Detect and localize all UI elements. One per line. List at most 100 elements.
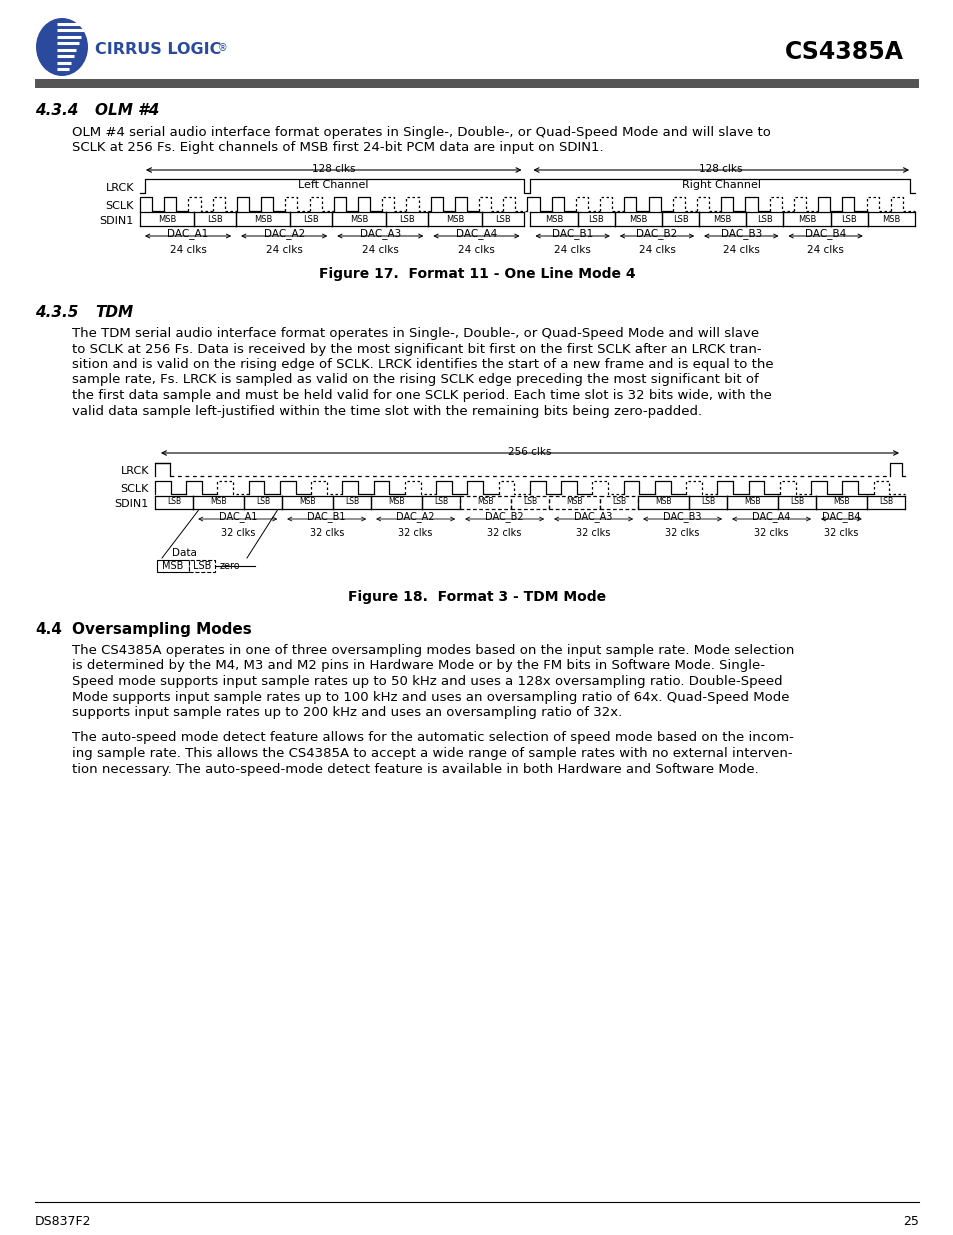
Text: 25: 25	[902, 1215, 918, 1228]
Text: DAC_B2: DAC_B2	[636, 228, 677, 238]
Text: 32 clks: 32 clks	[309, 529, 343, 538]
Text: is determined by the M4, M3 and M2 pins in Hardware Mode or by the FM bits in So: is determined by the M4, M3 and M2 pins …	[71, 659, 764, 673]
Text: MSB: MSB	[476, 498, 494, 506]
Text: 24 clks: 24 clks	[457, 245, 495, 254]
Text: Speed mode supports input sample rates up to 50 kHz and uses a 128x oversampling: Speed mode supports input sample rates u…	[71, 676, 781, 688]
Text: DAC_A1: DAC_A1	[218, 511, 256, 522]
Text: LSB: LSB	[207, 215, 223, 224]
Text: MSB: MSB	[299, 498, 315, 506]
Text: DAC_A4: DAC_A4	[456, 228, 497, 238]
Text: LSB: LSB	[193, 561, 211, 571]
Text: 32 clks: 32 clks	[220, 529, 254, 538]
Text: DAC_A3: DAC_A3	[359, 228, 400, 238]
Text: DAC_B2: DAC_B2	[485, 511, 523, 522]
Text: valid data sample left-justified within the time slot with the remaining bits be: valid data sample left-justified within …	[71, 405, 701, 417]
Text: DS837F2: DS837F2	[35, 1215, 91, 1228]
Text: LSB: LSB	[495, 215, 511, 224]
Text: DAC_B1: DAC_B1	[307, 511, 346, 522]
Text: MSB: MSB	[544, 215, 562, 224]
Text: 256 clks: 256 clks	[508, 447, 551, 457]
Text: Left Channel: Left Channel	[298, 180, 369, 190]
Text: tion necessary. The auto-speed-mode detect feature is available in both Hardware: tion necessary. The auto-speed-mode dete…	[71, 762, 758, 776]
Text: TDM: TDM	[95, 305, 133, 320]
Text: 4.3.5: 4.3.5	[35, 305, 78, 320]
Text: MSB: MSB	[832, 498, 849, 506]
Text: 32 clks: 32 clks	[398, 529, 433, 538]
Text: LSB: LSB	[700, 498, 714, 506]
Text: MSB: MSB	[566, 498, 582, 506]
Text: sition and is valid on the rising edge of SCLK. LRCK identifies the start of a n: sition and is valid on the rising edge o…	[71, 358, 773, 370]
Text: 4.4: 4.4	[35, 622, 62, 637]
Text: 24 clks: 24 clks	[806, 245, 843, 254]
Text: LSB: LSB	[841, 215, 856, 224]
Text: 32 clks: 32 clks	[487, 529, 521, 538]
Text: supports input sample rates up to 200 kHz and uses an oversampling ratio of 32x.: supports input sample rates up to 200 kH…	[71, 706, 621, 719]
Text: 32 clks: 32 clks	[823, 529, 858, 538]
Text: ®: ®	[218, 43, 228, 53]
Text: MSB: MSB	[713, 215, 731, 224]
Text: 4.3.4: 4.3.4	[35, 103, 78, 119]
Text: zero: zero	[220, 561, 240, 571]
Text: 32 clks: 32 clks	[576, 529, 610, 538]
Text: CIRRUS LOGIC: CIRRUS LOGIC	[95, 42, 221, 58]
Text: Figure 17.  Format 11 - One Line Mode 4: Figure 17. Format 11 - One Line Mode 4	[318, 267, 635, 282]
Text: 32 clks: 32 clks	[754, 529, 788, 538]
Text: DAC_B1: DAC_B1	[552, 228, 593, 238]
Text: CS4385A: CS4385A	[784, 40, 903, 64]
Text: LSB: LSB	[303, 215, 318, 224]
Text: DAC_A2: DAC_A2	[263, 228, 305, 238]
Text: OLM #4: OLM #4	[95, 103, 159, 119]
Text: Mode supports input sample rates up to 100 kHz and uses an oversampling ratio of: Mode supports input sample rates up to 1…	[71, 690, 789, 704]
Text: ing sample rate. This allows the CS4385A to accept a wide range of sample rates : ing sample rate. This allows the CS4385A…	[71, 747, 792, 760]
Text: MSB: MSB	[882, 215, 900, 224]
Text: LSB: LSB	[789, 498, 803, 506]
Text: MSB: MSB	[655, 498, 671, 506]
Text: LSB: LSB	[434, 498, 448, 506]
Text: LRCK: LRCK	[106, 183, 133, 193]
Text: DAC_A3: DAC_A3	[574, 511, 612, 522]
Text: The CS4385A operates in one of three oversampling modes based on the input sampl: The CS4385A operates in one of three ove…	[71, 643, 794, 657]
Text: 128 clks: 128 clks	[312, 164, 355, 174]
Text: MSB: MSB	[629, 215, 647, 224]
Text: LSB: LSB	[878, 498, 892, 506]
Text: to SCLK at 256 Fs. Data is received by the most significant bit first on the fir: to SCLK at 256 Fs. Data is received by t…	[71, 342, 760, 356]
Text: 24 clks: 24 clks	[554, 245, 591, 254]
Text: MSB: MSB	[350, 215, 368, 224]
Text: MSB: MSB	[388, 498, 404, 506]
Text: SCLK: SCLK	[120, 484, 149, 494]
Text: SDIN1: SDIN1	[114, 499, 149, 509]
Text: SDIN1: SDIN1	[100, 216, 133, 226]
Text: LSB: LSB	[588, 215, 603, 224]
Text: 24 clks: 24 clks	[170, 245, 206, 254]
Text: LSB: LSB	[255, 498, 270, 506]
Text: DAC_B4: DAC_B4	[821, 511, 860, 522]
Text: 128 clks: 128 clks	[699, 164, 742, 174]
Text: DAC_B3: DAC_B3	[720, 228, 761, 238]
Text: Right Channel: Right Channel	[681, 180, 760, 190]
Bar	[157, 559, 189, 572]
Text: DAC_B3: DAC_B3	[662, 511, 701, 522]
Text: LSB: LSB	[167, 498, 181, 506]
Text: MSB: MSB	[157, 215, 176, 224]
Text: LSB: LSB	[611, 498, 625, 506]
Text: MSB: MSB	[162, 561, 184, 571]
Text: Data: Data	[172, 548, 196, 558]
Text: The TDM serial audio interface format operates in Single-, Double-, or Quad-Spee: The TDM serial audio interface format op…	[71, 327, 759, 340]
Text: LSB: LSB	[345, 498, 358, 506]
Text: LSB: LSB	[522, 498, 537, 506]
Text: LSB: LSB	[757, 215, 772, 224]
Text: MSB: MSB	[743, 498, 760, 506]
Bar	[35, 79, 918, 88]
Text: LSB: LSB	[672, 215, 688, 224]
Text: MSB: MSB	[446, 215, 464, 224]
Text: MSB: MSB	[211, 498, 227, 506]
Text: 32 clks: 32 clks	[664, 529, 700, 538]
Text: Oversampling Modes: Oversampling Modes	[71, 622, 252, 637]
Text: Figure 18.  Format 3 - TDM Mode: Figure 18. Format 3 - TDM Mode	[348, 590, 605, 604]
Text: LRCK: LRCK	[120, 466, 149, 475]
Text: DAC_A4: DAC_A4	[752, 511, 790, 522]
Ellipse shape	[36, 19, 88, 77]
Text: sample rate, Fs. LRCK is sampled as valid on the rising SCLK edge preceding the : sample rate, Fs. LRCK is sampled as vali…	[71, 373, 758, 387]
Text: 24 clks: 24 clks	[266, 245, 302, 254]
Text: 24 clks: 24 clks	[722, 245, 759, 254]
